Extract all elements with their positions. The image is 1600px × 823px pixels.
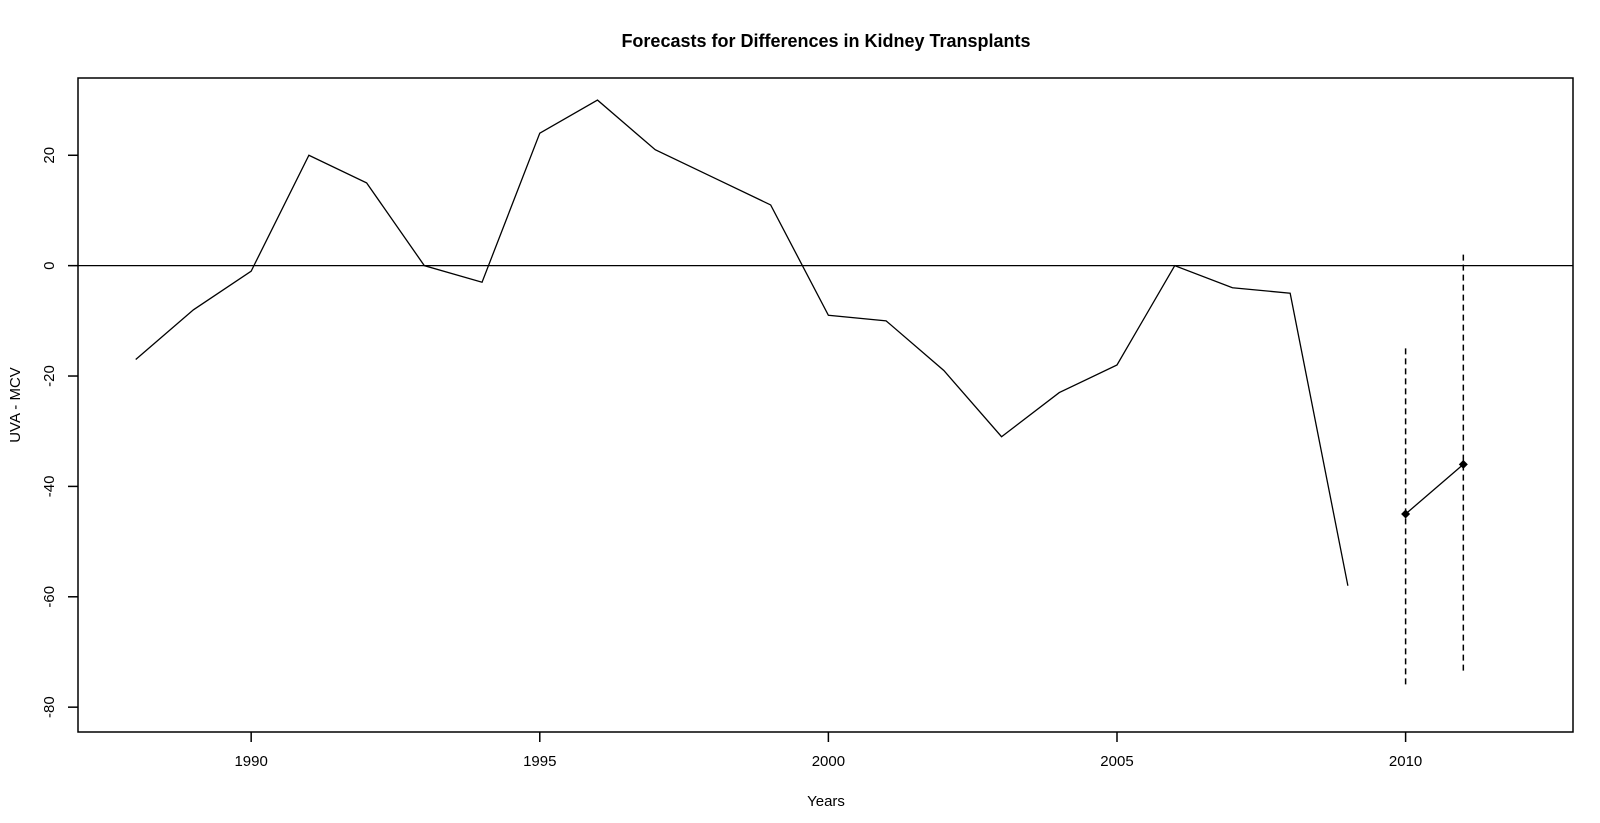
x-tick-label: 2010 [1389, 753, 1422, 770]
points-group [1401, 459, 1468, 519]
interval-group [1404, 254, 1465, 686]
x-axis-label: Years [807, 793, 845, 810]
x-tick-label: 1995 [523, 753, 556, 770]
axis-ticks: 1990 1995 2000 2005 2010 20 0 -20 -40 -60 -80 [41, 147, 1422, 770]
x-tick-label: 2005 [1100, 753, 1133, 770]
y-tick-label: -40 [41, 476, 58, 498]
forecast-series-line [1405, 463, 1464, 515]
historical-series-line [135, 99, 1349, 586]
x-tick-label: 2000 [812, 753, 845, 770]
y-axis-label: UVA - MCV [7, 367, 24, 443]
chart-title: Forecasts for Differences in Kidney Tran… [621, 31, 1030, 51]
forecast-point [1401, 509, 1411, 519]
y-tick-label: -80 [41, 696, 58, 718]
y-tick-label: 0 [41, 261, 58, 269]
x-tick-label: 1990 [234, 753, 267, 770]
y-tick-label: 20 [41, 147, 58, 164]
forecast-point [1458, 459, 1468, 469]
y-tick-label: -20 [41, 365, 58, 387]
series-group [135, 99, 1464, 586]
plot-frame [77, 77, 1574, 733]
y-tick-label: -60 [41, 586, 58, 608]
